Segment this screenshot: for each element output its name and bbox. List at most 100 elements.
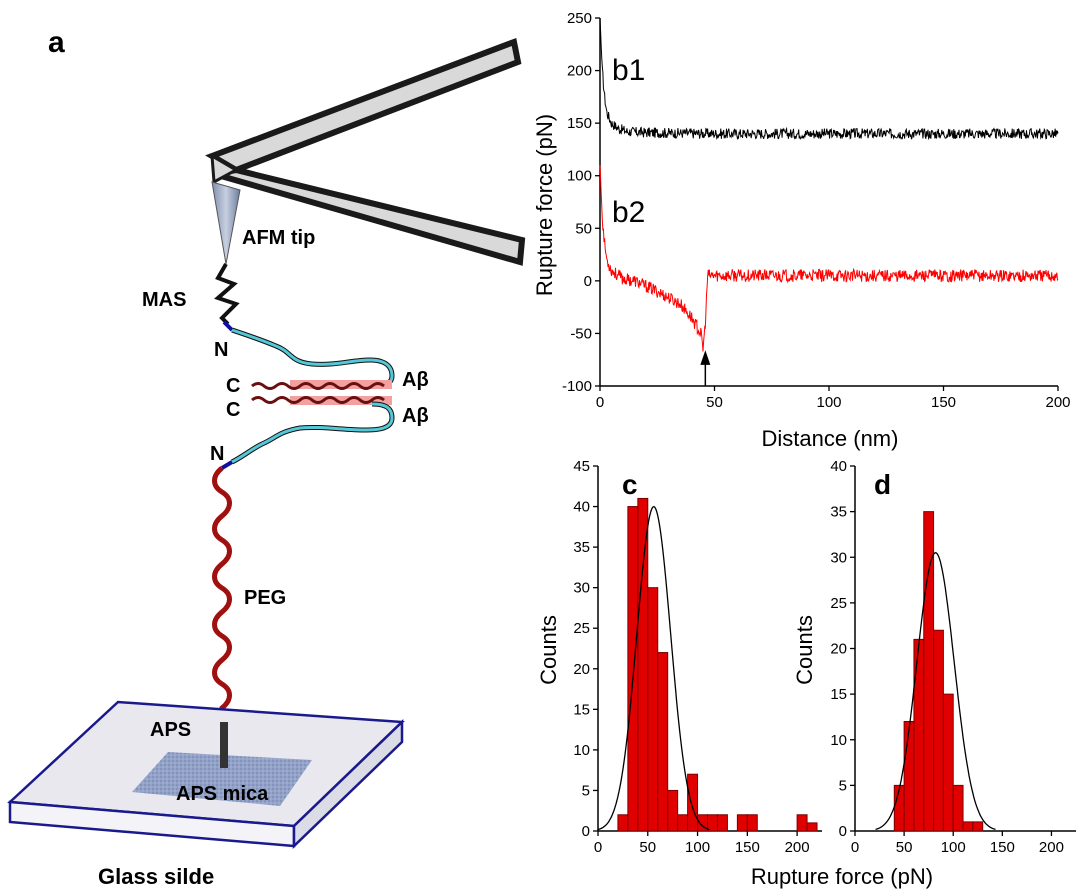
abeta-bottom-label: Aβ bbox=[402, 405, 429, 427]
y-tick-label: 45 bbox=[573, 458, 590, 475]
histogram-bar bbox=[687, 773, 699, 832]
y-tick-label: 5 bbox=[582, 782, 590, 799]
histogram-bar bbox=[923, 511, 935, 832]
y-tick-label: 10 bbox=[830, 732, 847, 749]
panel-a-label: a bbox=[48, 26, 65, 59]
x-tick-label: 50 bbox=[706, 394, 723, 411]
y-tick-label: 35 bbox=[573, 539, 590, 556]
gaussian-fit-line bbox=[597, 505, 710, 831]
x-tick-label: 100 bbox=[941, 839, 966, 856]
afm-tip-label: AFM tip bbox=[242, 227, 315, 249]
x-tick-label: 50 bbox=[639, 839, 656, 856]
panel-b-ylabel: Rupture force (pN) bbox=[532, 114, 557, 296]
x-tick-label: 150 bbox=[931, 394, 956, 411]
afm-tip-shape bbox=[211, 181, 241, 265]
x-tick-label: 100 bbox=[685, 839, 710, 856]
histogram-bar bbox=[677, 814, 689, 832]
c-top-label: C bbox=[226, 375, 240, 397]
glass-slide-label: Glass silde bbox=[98, 864, 214, 889]
x-tick-label: 150 bbox=[735, 839, 760, 856]
histogram-bar bbox=[893, 784, 905, 832]
n-bottom-label: N bbox=[210, 443, 224, 465]
c-bottom-label: C bbox=[226, 399, 240, 421]
y-tick-label: 20 bbox=[830, 641, 847, 658]
histogram-bar bbox=[952, 784, 964, 832]
y-tick-label: 50 bbox=[575, 220, 592, 237]
series-line-b2 bbox=[599, 165, 1059, 352]
y-tick-label: 15 bbox=[573, 701, 590, 718]
histogram-bar bbox=[736, 814, 748, 832]
panel-b-xlabel: Distance (nm) bbox=[762, 426, 899, 451]
gaussian-fit-line bbox=[875, 551, 996, 831]
x-tick-label: 150 bbox=[990, 839, 1015, 856]
histogram-bar bbox=[933, 629, 944, 832]
y-tick-label: 40 bbox=[573, 499, 590, 516]
histogram-bar bbox=[913, 638, 925, 832]
x-tick-label: 0 bbox=[851, 839, 859, 856]
x-tick-label: 50 bbox=[896, 839, 913, 856]
y-tick-label: -100 bbox=[562, 378, 592, 395]
histogram-bar bbox=[716, 814, 728, 832]
y-tick-label: 200 bbox=[567, 63, 592, 80]
x-tick-label: 200 bbox=[785, 839, 810, 856]
histogram-bar bbox=[746, 814, 758, 832]
x-tick-label: 200 bbox=[1039, 839, 1064, 856]
histogram-bar bbox=[806, 822, 818, 832]
histogram-bar bbox=[962, 821, 974, 832]
panel-c-label: c bbox=[622, 469, 638, 500]
y-tick-label: 30 bbox=[573, 580, 590, 597]
n-top-label: N bbox=[214, 339, 228, 361]
y-tick-label: 25 bbox=[830, 595, 847, 612]
rupture-arrow-head bbox=[700, 350, 711, 365]
y-tick-label: 0 bbox=[839, 823, 847, 840]
abeta-dimer bbox=[251, 380, 392, 405]
histogram-bar bbox=[657, 652, 669, 832]
y-tick-label: 35 bbox=[830, 504, 847, 521]
aps-mica-label: APS mica bbox=[176, 783, 269, 805]
abeta-top-label: Aβ bbox=[402, 369, 429, 391]
series-label-b2: b2 bbox=[612, 196, 645, 229]
histogram-bar bbox=[627, 506, 639, 832]
histogram-bar bbox=[617, 814, 629, 832]
y-tick-label: 10 bbox=[573, 742, 590, 759]
histogram-bar bbox=[796, 814, 808, 832]
y-tick-label: 30 bbox=[830, 549, 847, 566]
histogram-bar bbox=[637, 497, 649, 832]
panel-d-histogram: Counts d Rupture force (pN) 0 50 100 150 200… bbox=[751, 458, 1076, 889]
histogram-bar bbox=[707, 814, 718, 832]
histogram-bar bbox=[667, 789, 679, 832]
x-tick-label: 100 bbox=[816, 394, 841, 411]
n-terminus-top-mark bbox=[222, 320, 234, 332]
x-tick-label: 0 bbox=[594, 839, 602, 856]
y-tick-label: 5 bbox=[839, 777, 847, 794]
y-tick-label: 250 bbox=[567, 10, 592, 27]
panel-d-ylabel: Counts bbox=[792, 615, 817, 685]
y-tick-label: 25 bbox=[573, 620, 590, 637]
panel-d-label: d bbox=[874, 469, 891, 500]
aps-anchor bbox=[220, 722, 228, 768]
y-tick-label: 20 bbox=[573, 661, 590, 678]
abeta-linker-bottom bbox=[230, 401, 395, 465]
panel-a-schematic: a AFM tip MAS N C C Aβ Aβ bbox=[7, 26, 526, 889]
y-tick-label: 0 bbox=[584, 273, 592, 290]
histogram-bar bbox=[942, 693, 954, 832]
afm-cantilever bbox=[205, 37, 526, 266]
histogram-bar bbox=[903, 721, 915, 832]
y-tick-label: 0 bbox=[582, 823, 590, 840]
series-line-b1 bbox=[599, 17, 1059, 141]
histogram-bar bbox=[647, 587, 659, 832]
histogram-bar bbox=[972, 821, 984, 832]
series-label-b1: b1 bbox=[612, 54, 645, 87]
panel-d-xlabel: Rupture force (pN) bbox=[751, 864, 933, 889]
aps-mica-patch bbox=[132, 752, 312, 806]
y-tick-label: 150 bbox=[567, 115, 592, 132]
mas-linker bbox=[214, 263, 240, 326]
n-terminus-bottom-mark bbox=[220, 460, 234, 470]
y-tick-label: 15 bbox=[830, 686, 847, 703]
x-tick-label: 0 bbox=[596, 394, 604, 411]
y-tick-label: 100 bbox=[567, 168, 592, 185]
peg-linker bbox=[212, 466, 232, 716]
panel-c-ylabel: Counts bbox=[536, 615, 561, 685]
mas-label: MAS bbox=[142, 289, 186, 311]
